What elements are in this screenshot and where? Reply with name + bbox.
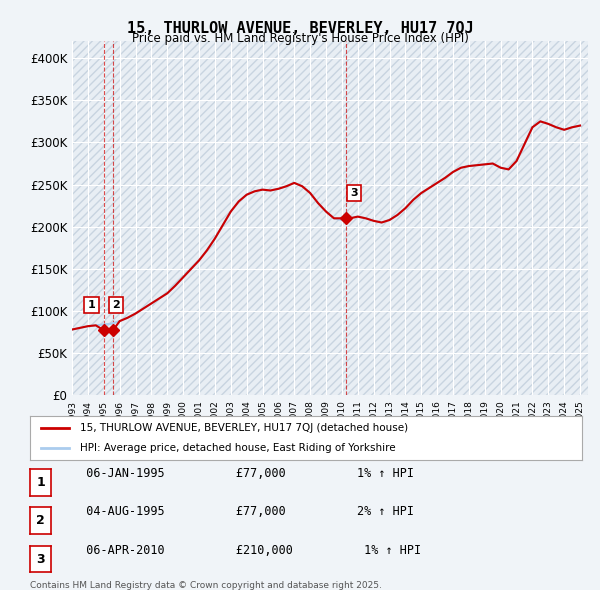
Text: 2: 2 [36, 514, 45, 527]
Text: Contains HM Land Registry data © Crown copyright and database right 2025.: Contains HM Land Registry data © Crown c… [30, 581, 382, 590]
Text: 3: 3 [36, 552, 45, 566]
Text: 15, THURLOW AVENUE, BEVERLEY, HU17 7QJ (detached house): 15, THURLOW AVENUE, BEVERLEY, HU17 7QJ (… [80, 424, 408, 433]
Text: 3: 3 [350, 188, 358, 198]
Text: 06-APR-2010          £210,000          1% ↑ HPI: 06-APR-2010 £210,000 1% ↑ HPI [72, 543, 421, 557]
Text: Price paid vs. HM Land Registry's House Price Index (HPI): Price paid vs. HM Land Registry's House … [131, 32, 469, 45]
Text: 06-JAN-1995          £77,000          1% ↑ HPI: 06-JAN-1995 £77,000 1% ↑ HPI [72, 467, 414, 480]
Text: 04-AUG-1995          £77,000          2% ↑ HPI: 04-AUG-1995 £77,000 2% ↑ HPI [72, 505, 414, 519]
Text: 2: 2 [112, 300, 120, 310]
Text: 15, THURLOW AVENUE, BEVERLEY, HU17 7QJ: 15, THURLOW AVENUE, BEVERLEY, HU17 7QJ [127, 21, 473, 35]
Text: HPI: Average price, detached house, East Riding of Yorkshire: HPI: Average price, detached house, East… [80, 443, 395, 453]
Text: 1: 1 [36, 476, 45, 489]
Text: 1: 1 [88, 300, 95, 310]
